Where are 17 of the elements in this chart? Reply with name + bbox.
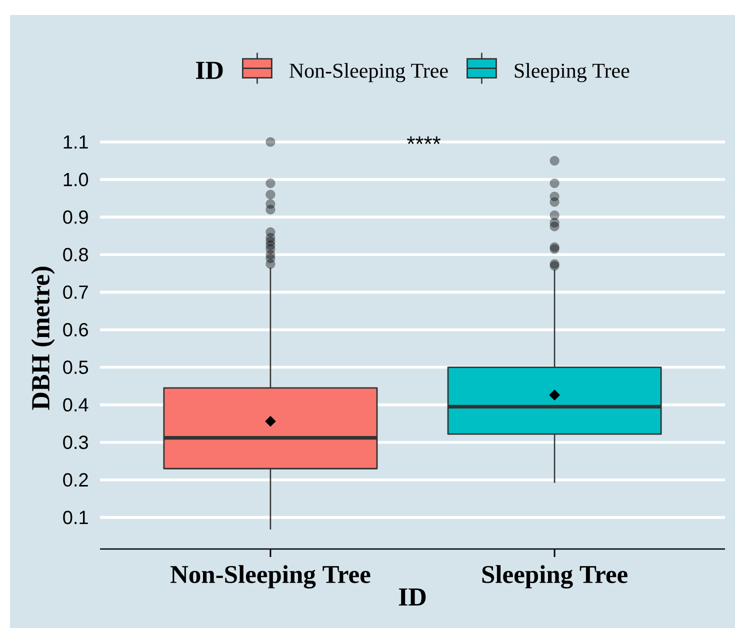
y-tick-label: 0.7 xyxy=(63,285,88,299)
y-tick-label: 1.1 xyxy=(64,135,88,149)
legend-label: Sleeping Tree xyxy=(514,63,630,82)
y-tick-label: 0.6 xyxy=(63,322,88,336)
y-axis-title: DBH (metre) xyxy=(31,266,55,410)
y-tick-label: 0.9 xyxy=(63,210,88,224)
x-axis-title: ID xyxy=(398,588,426,606)
y-tick-label: 1.0 xyxy=(64,172,88,186)
y-tick-label: 0.2 xyxy=(63,473,88,487)
annotation: **** xyxy=(406,136,441,144)
legend-title: ID xyxy=(196,62,223,79)
y-tick-label: 0.8 xyxy=(63,248,88,262)
y-tick-label: 0.1 xyxy=(63,510,88,524)
y-tick-label: 0.5 xyxy=(63,360,88,374)
y-tick-label: 0.4 xyxy=(63,398,88,412)
y-tick-label: 0.3 xyxy=(63,436,88,450)
legend-label: Non-Sleeping Tree xyxy=(290,63,448,82)
